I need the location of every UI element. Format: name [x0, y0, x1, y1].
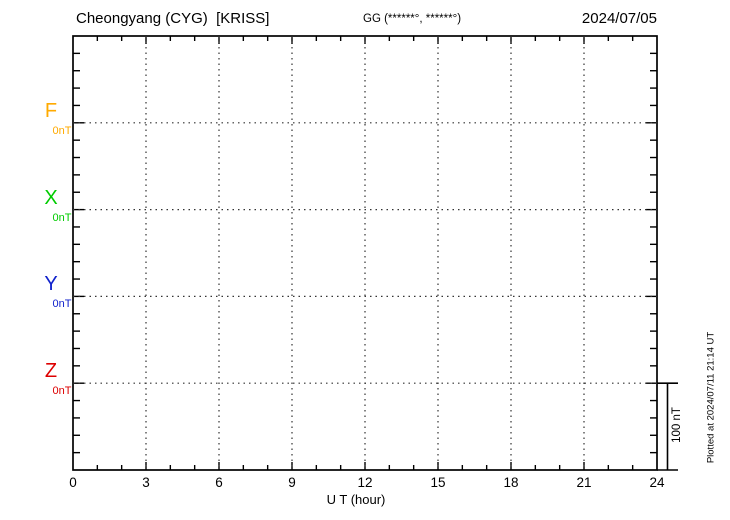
geographic-coordinates-label: GG (******°, ******°) [363, 13, 462, 25]
plot-date: 2024/07/05 [581, 10, 657, 27]
station-title: Cheongyang (CYG) [KRISS] [76, 10, 270, 27]
